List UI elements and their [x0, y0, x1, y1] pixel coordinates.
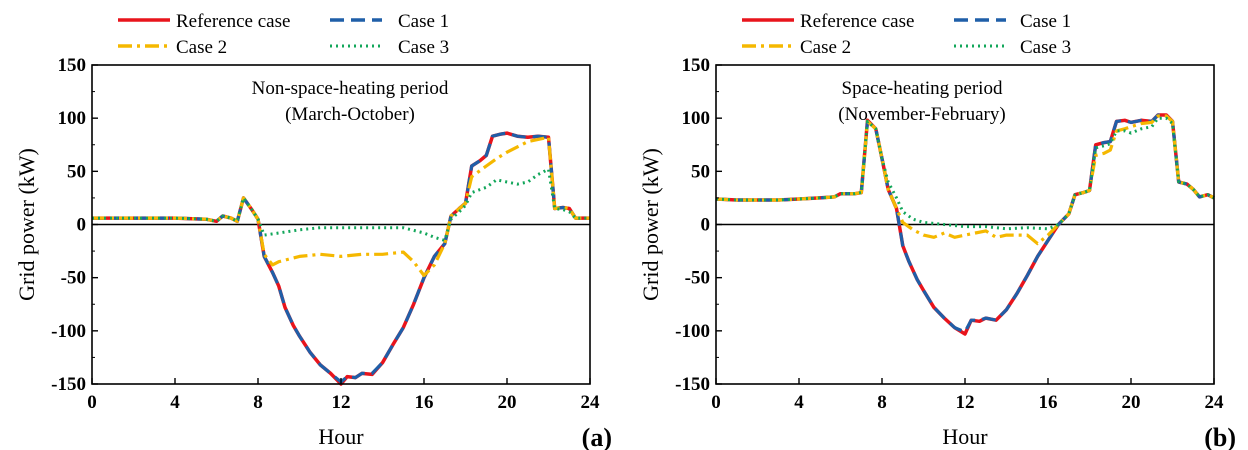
y-tick-label: 100	[682, 108, 711, 129]
legend-label-reference-case: Reference case	[176, 11, 290, 32]
legend-b: Reference case Case 1 Case 2 Case 3	[742, 11, 1071, 58]
y-tick-label: -150	[675, 374, 710, 395]
legend-label-case-3: Case 3	[398, 37, 449, 58]
x-axis-label: Hour	[942, 424, 988, 449]
y-tick-label: -100	[51, 321, 86, 342]
y-axis-label: Grid power (kW)	[14, 148, 39, 301]
y-tick-label: -150	[51, 374, 86, 395]
y-tick-label: 100	[58, 108, 87, 129]
legend-label-reference-case: Reference case	[800, 11, 914, 32]
x-tick-label: 4	[794, 392, 804, 413]
legend-label-case-1: Case 1	[1020, 11, 1071, 32]
x-tick-label: 24	[581, 392, 601, 413]
chart-panel-b: 0 4 8 12 16 20 24 -150 -100 -50 0 50 100 150 Hour Grid …	[638, 55, 1236, 450]
x-tick-label: 0	[711, 392, 721, 413]
x-tick-label: 20	[1122, 392, 1141, 413]
panel-label: (a)	[582, 423, 612, 450]
y-tick-label: 0	[77, 215, 87, 236]
legend-label-case-2: Case 2	[176, 37, 227, 58]
x-tick-label: 16	[1039, 392, 1058, 413]
x-axis-label: Hour	[318, 424, 364, 449]
annotation-line: Non-space-heating period	[252, 78, 449, 99]
x-tick-label: 4	[170, 392, 180, 413]
x-tick-label: 12	[332, 392, 351, 413]
x-tick-label: 0	[87, 392, 97, 413]
x-tick-label: 12	[956, 392, 975, 413]
y-tick-label: 150	[682, 55, 711, 76]
y-tick-label: -100	[675, 321, 710, 342]
series-line-reference-case	[92, 131, 590, 386]
y-axis-label: Grid power (kW)	[638, 148, 663, 301]
legend-label-case-3: Case 3	[1020, 37, 1071, 58]
legend-label-case-1: Case 1	[398, 11, 449, 32]
panel-label: (b)	[1204, 423, 1236, 450]
y-tick-label: 150	[58, 55, 87, 76]
series-line-case-2	[92, 135, 590, 278]
x-tick-label: 8	[253, 392, 263, 413]
x-tick-label: 20	[498, 392, 517, 413]
x-tick-label: 24	[1205, 392, 1225, 413]
annotation-line: (November-February)	[838, 104, 1005, 125]
series-line-case-3	[715, 116, 1215, 231]
y-tick-label: -50	[685, 268, 710, 289]
series-line-case-1	[715, 113, 1215, 334]
annotation-line: Space-heating period	[842, 78, 1003, 99]
y-tick-label: 0	[701, 215, 711, 236]
x-tick-label: 8	[877, 392, 887, 413]
x-tick-label: 16	[415, 392, 434, 413]
y-tick-label: 50	[67, 161, 86, 182]
chart-panel-a: 0 4 8 12 16 20 24 -150 -100 -50 0 50 100 150 Hour Grid …	[14, 55, 612, 450]
annotation-line: (March-October)	[285, 104, 415, 125]
y-tick-label: -50	[61, 268, 86, 289]
series-line-case-3	[92, 167, 590, 242]
series-line-case-2	[715, 114, 1215, 246]
legend-label-case-2: Case 2	[800, 37, 851, 58]
y-tick-label: 50	[691, 161, 710, 182]
legend-a: Reference case Case 1 Case 2 Case 3	[118, 11, 449, 58]
